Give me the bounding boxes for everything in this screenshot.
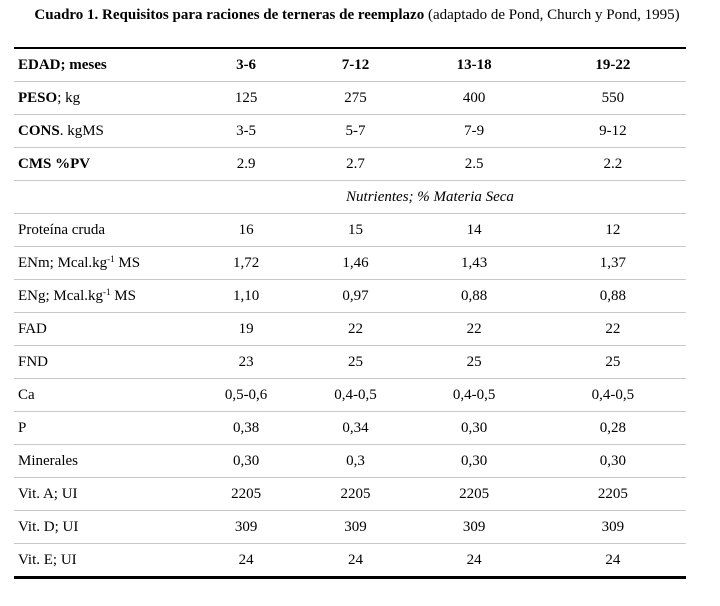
nutrients-subheader: Nutrientes; % Materia Seca (14, 180, 686, 214)
table-row: Proteína cruda 16 15 14 12 (14, 213, 686, 247)
row-label: CONS. kgMS (14, 114, 190, 148)
row-label: FAD (14, 312, 190, 346)
table-cell: 309 (302, 510, 409, 544)
table-cell: 400 (408, 81, 540, 115)
table-row: Ca 0,5-0,6 0,4-0,5 0,4-0,5 0,4-0,5 (14, 378, 686, 412)
table-cell: 1,10 (189, 279, 303, 313)
table-row: Vit. E; UI 24 24 24 24 (14, 543, 686, 579)
table-cell: 550 (539, 81, 686, 115)
table-cell: 0,30 (539, 444, 686, 478)
row-label: Vit. D; UI (14, 510, 190, 544)
table-cell: 19 (189, 312, 303, 346)
table-cell: 0,88 (408, 279, 540, 313)
header-col-2: 7-12 (302, 47, 409, 82)
table-cell: 25 (408, 345, 540, 379)
table-cell: 0,34 (302, 411, 409, 445)
table-cell: 1,46 (302, 246, 409, 280)
table-cell: 0,30 (408, 444, 540, 478)
table-cell: 2205 (408, 477, 540, 511)
table-cell: 5-7 (302, 114, 409, 148)
table-row: ENg; Mcal.kg-1 MS 1,10 0,97 0,88 0,88 (14, 279, 686, 313)
row-label: Minerales (14, 444, 190, 478)
table-cell: 22 (408, 312, 540, 346)
header-col-4: 19-22 (539, 47, 686, 82)
table-cell: 15 (302, 213, 409, 247)
table-cell: 0,5-0,6 (189, 378, 303, 412)
table-cell: 2205 (302, 477, 409, 511)
header-col-3: 13-18 (408, 47, 540, 82)
table-cell: 0,88 (539, 279, 686, 313)
table-row: Vit. D; UI 309 309 309 309 (14, 510, 686, 544)
row-label: Vit. E; UI (14, 543, 190, 579)
table-cell: 7-9 (408, 114, 540, 148)
table-row: PESO; kg 125 275 400 550 (14, 81, 686, 115)
table-cell: 25 (302, 345, 409, 379)
row-label: Vit. A; UI (14, 477, 190, 511)
table-row: ENm; Mcal.kg-1 MS 1,72 1,46 1,43 1,37 (14, 246, 686, 280)
table-cell: 2205 (539, 477, 686, 511)
table-cell: 1,37 (539, 246, 686, 280)
table-cell: 0,4-0,5 (408, 378, 540, 412)
table-row: Vit. A; UI 2205 2205 2205 2205 (14, 477, 686, 511)
table-caption: Cuadro 1. Requisitos para raciones de te… (12, 6, 702, 25)
table-cell: 24 (302, 543, 409, 579)
table-cell: 24 (539, 543, 686, 579)
header-label: EDAD; meses (14, 47, 190, 82)
row-label: PESO; kg (14, 81, 190, 115)
row-label: FND (14, 345, 190, 379)
table-header-row: EDAD; meses 3-6 7-12 13-18 19-22 (14, 47, 686, 82)
table-row: CONS. kgMS 3-5 5-7 7-9 9-12 (14, 114, 686, 148)
table-cell: 9-12 (539, 114, 686, 148)
table-cell: 0,30 (408, 411, 540, 445)
table-cell: 24 (408, 543, 540, 579)
table-cell: 2.5 (408, 147, 540, 181)
table-cell: 12 (539, 213, 686, 247)
table-row: Minerales 0,30 0,3 0,30 0,30 (14, 444, 686, 478)
table-cell: 0,4-0,5 (302, 378, 409, 412)
table-cell: 25 (539, 345, 686, 379)
table-cell: 22 (539, 312, 686, 346)
requirements-table: EDAD; meses 3-6 7-12 13-18 19-22 PESO; k… (14, 47, 686, 579)
table-cell: 125 (189, 81, 303, 115)
table-cell: 1,72 (189, 246, 303, 280)
table-cell: 0,30 (189, 444, 303, 478)
row-label: Proteína cruda (14, 213, 190, 247)
table-row: CMS %PV 2.9 2.7 2.5 2.2 (14, 147, 686, 181)
subheader-row: Nutrientes; % Materia Seca (14, 180, 686, 214)
header-col-1: 3-6 (189, 47, 303, 82)
table-cell: 0,28 (539, 411, 686, 445)
table-cell: 0,3 (302, 444, 409, 478)
row-label: ENg; Mcal.kg-1 MS (14, 279, 190, 313)
table-cell: 1,43 (408, 246, 540, 280)
table-cell: 2.2 (539, 147, 686, 181)
table-cell: 275 (302, 81, 409, 115)
row-label: P (14, 411, 190, 445)
table-row: FAD 19 22 22 22 (14, 312, 686, 346)
table-cell: 309 (189, 510, 303, 544)
table-cell: 2.9 (189, 147, 303, 181)
table-cell: 23 (189, 345, 303, 379)
row-label: CMS %PV (14, 147, 190, 181)
caption-source: (adaptado de Pond, Church y Pond, 1995) (424, 7, 680, 23)
table-cell: 0,97 (302, 279, 409, 313)
table-cell: 14 (408, 213, 540, 247)
row-label: ENm; Mcal.kg-1 MS (14, 246, 190, 280)
caption-title: Cuadro 1. Requisitos para raciones de te… (34, 7, 425, 23)
table-cell: 309 (408, 510, 540, 544)
table-cell: 2205 (189, 477, 303, 511)
table-cell: 0,38 (189, 411, 303, 445)
table-row: P 0,38 0,34 0,30 0,28 (14, 411, 686, 445)
table-cell: 22 (302, 312, 409, 346)
table-cell: 24 (189, 543, 303, 579)
table-cell: 309 (539, 510, 686, 544)
table-cell: 0,4-0,5 (539, 378, 686, 412)
table-cell: 16 (189, 213, 303, 247)
table-cell: 3-5 (189, 114, 303, 148)
row-label: Ca (14, 378, 190, 412)
table-row: FND 23 25 25 25 (14, 345, 686, 379)
table-cell: 2.7 (302, 147, 409, 181)
